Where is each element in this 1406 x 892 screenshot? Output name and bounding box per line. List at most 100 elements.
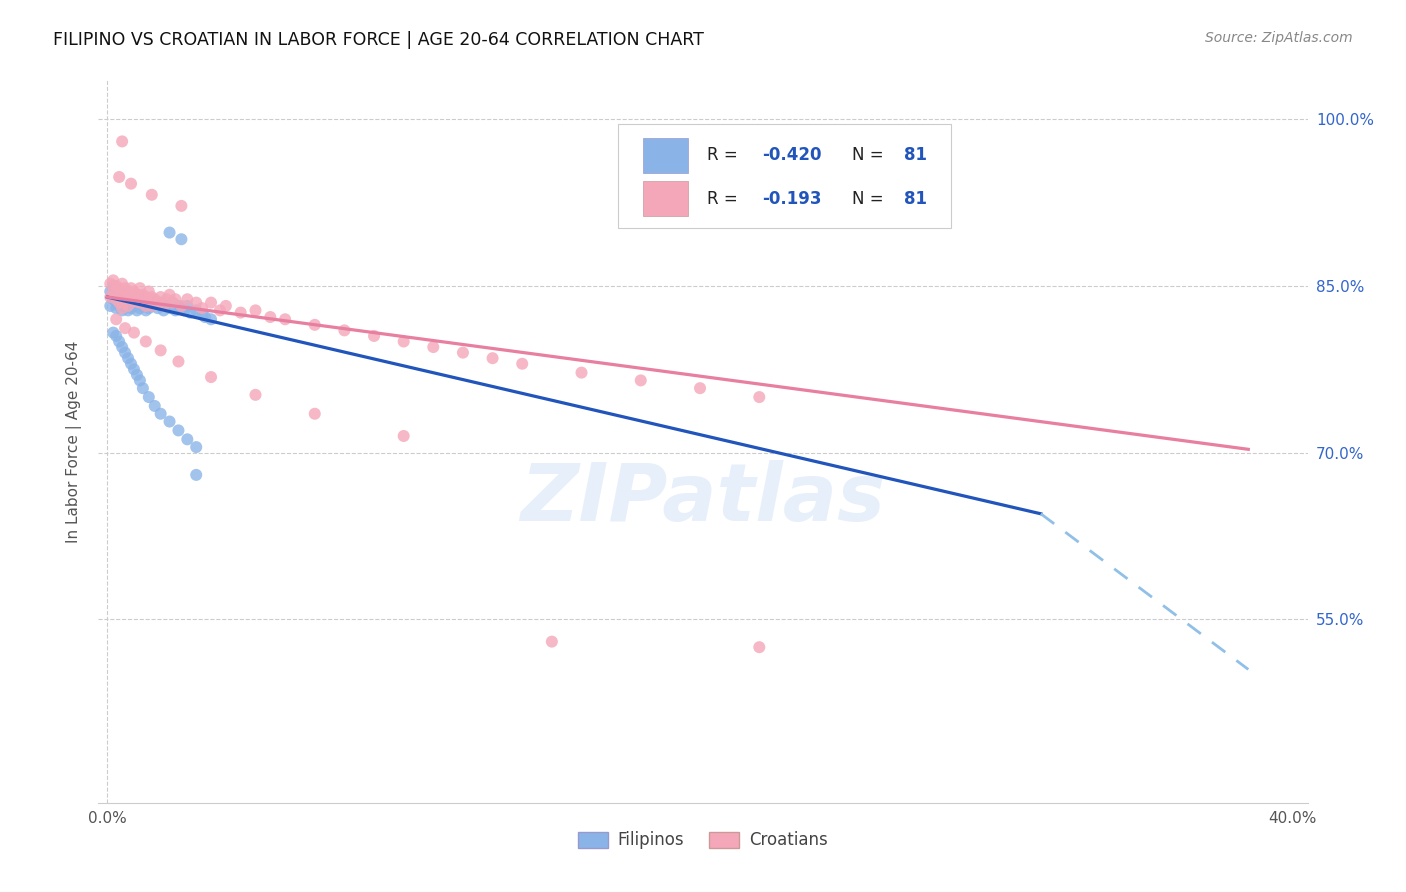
Point — [132, 299, 155, 313]
Text: 81: 81 — [904, 146, 927, 164]
Point — [200, 370, 222, 384]
Point — [132, 290, 155, 304]
Point — [149, 290, 172, 304]
Point — [129, 373, 152, 387]
Point — [111, 340, 134, 354]
Point — [170, 199, 193, 213]
Point — [167, 354, 190, 368]
Point — [630, 373, 652, 387]
Text: Source: ZipAtlas.com: Source: ZipAtlas.com — [1205, 31, 1353, 45]
Point — [125, 294, 148, 309]
Point — [135, 334, 157, 349]
Point — [103, 326, 125, 340]
Point — [117, 295, 139, 310]
Point — [129, 281, 152, 295]
Point — [152, 299, 174, 313]
Point — [111, 135, 134, 149]
Point — [167, 299, 190, 313]
Point — [129, 295, 152, 310]
Point — [229, 305, 252, 319]
Point — [186, 467, 208, 482]
Point — [141, 299, 163, 313]
Point — [103, 285, 125, 299]
Point — [191, 308, 214, 322]
Point — [149, 295, 172, 310]
Point — [392, 429, 415, 443]
Text: R =: R = — [707, 190, 742, 208]
Point — [135, 290, 157, 304]
Point — [122, 326, 145, 340]
Point — [748, 640, 770, 655]
Point — [125, 288, 148, 302]
Point — [122, 292, 145, 306]
Point — [143, 294, 166, 309]
Point — [125, 368, 148, 382]
Point — [245, 388, 267, 402]
Point — [333, 323, 356, 337]
Point — [170, 301, 193, 315]
Point — [105, 294, 128, 309]
Point — [105, 290, 128, 304]
Point — [138, 301, 160, 315]
Point — [108, 281, 131, 295]
Bar — [643, 181, 689, 216]
Point — [422, 340, 444, 354]
Point — [98, 290, 121, 304]
Point — [481, 351, 503, 366]
Text: -0.193: -0.193 — [762, 190, 821, 208]
Point — [146, 295, 169, 310]
Point — [215, 299, 238, 313]
Point — [165, 292, 187, 306]
FancyBboxPatch shape — [619, 124, 950, 228]
Point — [114, 281, 136, 295]
Point — [108, 292, 131, 306]
Point — [167, 424, 190, 438]
Text: N =: N = — [852, 190, 889, 208]
Point — [120, 292, 142, 306]
Point — [108, 295, 131, 310]
Point — [114, 299, 136, 313]
Point — [111, 288, 134, 302]
Point — [304, 407, 326, 421]
Point — [105, 301, 128, 315]
Point — [138, 390, 160, 404]
Point — [120, 301, 142, 315]
Point — [170, 232, 193, 246]
Point — [122, 362, 145, 376]
Point — [111, 290, 134, 304]
Point — [149, 407, 172, 421]
Point — [143, 399, 166, 413]
Text: FILIPINO VS CROATIAN IN LABOR FORCE | AGE 20-64 CORRELATION CHART: FILIPINO VS CROATIAN IN LABOR FORCE | AG… — [53, 31, 704, 49]
Point — [120, 281, 142, 295]
Point — [141, 290, 163, 304]
Point — [152, 303, 174, 318]
Point — [135, 294, 157, 309]
Point — [149, 343, 172, 358]
Point — [138, 295, 160, 310]
Point — [155, 292, 177, 306]
Point — [392, 334, 415, 349]
Point — [117, 288, 139, 302]
Point — [159, 226, 181, 240]
Point — [162, 295, 184, 310]
Point — [194, 310, 217, 324]
Point — [108, 334, 131, 349]
Point — [208, 303, 231, 318]
Point — [105, 329, 128, 343]
Point — [120, 357, 142, 371]
Point — [451, 345, 474, 359]
Point — [111, 303, 134, 318]
Point — [125, 303, 148, 318]
Point — [117, 290, 139, 304]
Point — [111, 301, 134, 315]
Point — [173, 303, 195, 318]
Point — [103, 288, 125, 302]
Y-axis label: In Labor Force | Age 20-64: In Labor Force | Age 20-64 — [66, 341, 83, 542]
Point — [165, 303, 187, 318]
Point — [162, 295, 184, 310]
Point — [186, 303, 208, 318]
Point — [111, 290, 134, 304]
Point — [304, 318, 326, 332]
Point — [176, 299, 198, 313]
Point — [125, 290, 148, 304]
